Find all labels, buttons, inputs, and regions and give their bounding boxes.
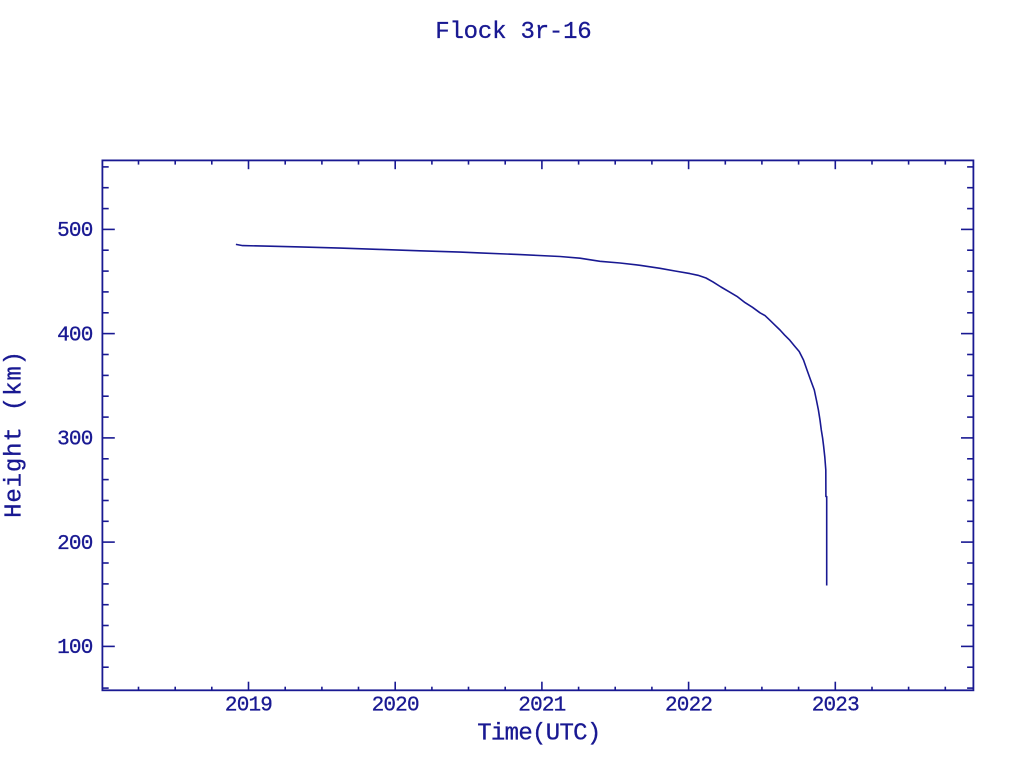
svg-text:400: 400 — [57, 324, 93, 347]
svg-text:Flock 3r-16: Flock 3r-16 — [435, 19, 591, 46]
svg-text:Height (km): Height (km) — [2, 350, 29, 518]
svg-text:100: 100 — [57, 637, 93, 660]
svg-text:2019: 2019 — [225, 694, 272, 717]
svg-text:200: 200 — [57, 533, 93, 556]
svg-text:300: 300 — [57, 429, 93, 452]
svg-text:2022: 2022 — [665, 694, 712, 717]
svg-text:500: 500 — [57, 220, 93, 243]
svg-text:2021: 2021 — [518, 694, 565, 717]
svg-text:2023: 2023 — [812, 694, 859, 717]
svg-text:2020: 2020 — [372, 694, 419, 717]
svg-text:Time(UTC): Time(UTC) — [477, 720, 600, 747]
